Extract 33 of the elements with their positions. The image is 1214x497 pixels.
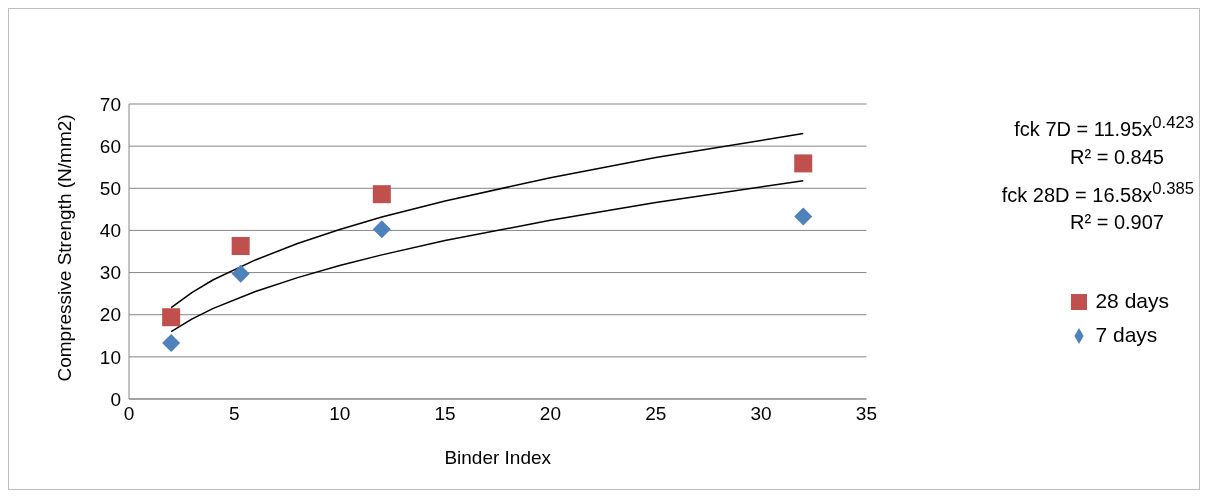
legend-label: 28 days bbox=[1095, 289, 1169, 312]
x-tick-label: 10 bbox=[329, 403, 351, 425]
y-tick-label: 60 bbox=[99, 135, 121, 157]
x-tick-label: 5 bbox=[229, 403, 240, 425]
y-tick-label: 10 bbox=[99, 346, 121, 368]
point bbox=[231, 237, 250, 256]
y-tick-label: 40 bbox=[99, 220, 121, 242]
text: R² = 0.845 bbox=[1069, 144, 1165, 170]
x-tick-label: 0 bbox=[123, 403, 135, 425]
y-tick-label: 70 bbox=[99, 93, 121, 115]
point bbox=[162, 333, 181, 352]
x-tick-label: 30 bbox=[750, 403, 772, 425]
text: fck 7D = 11.95x$^{0.423}$ bbox=[1013, 112, 1194, 142]
point bbox=[372, 185, 391, 204]
y-tick-label: 0 bbox=[110, 388, 121, 410]
text: fck 28D = 16.58x$^{0.385}$ bbox=[1000, 177, 1194, 208]
x-tick-label: 35 bbox=[855, 403, 878, 425]
point bbox=[794, 154, 813, 173]
text: R² = 0.907 bbox=[1069, 210, 1165, 236]
point bbox=[231, 264, 250, 283]
legend-label: 7 days bbox=[1095, 323, 1158, 346]
y-tick-label: 50 bbox=[99, 178, 121, 200]
x-tick-label: 25 bbox=[645, 403, 667, 425]
y-tick-label: 20 bbox=[99, 304, 121, 326]
y-axis-title: Compressive Strength (N/mm2) bbox=[53, 114, 75, 382]
point bbox=[162, 308, 181, 327]
y-tick-label: 30 bbox=[99, 262, 121, 284]
line-series bbox=[170, 179, 804, 333]
x-tick-label: 15 bbox=[434, 403, 456, 425]
x-tick-label: 20 bbox=[539, 403, 561, 425]
point bbox=[794, 207, 813, 226]
x-axis-title: Binder Index bbox=[444, 447, 552, 468]
point bbox=[372, 220, 391, 239]
